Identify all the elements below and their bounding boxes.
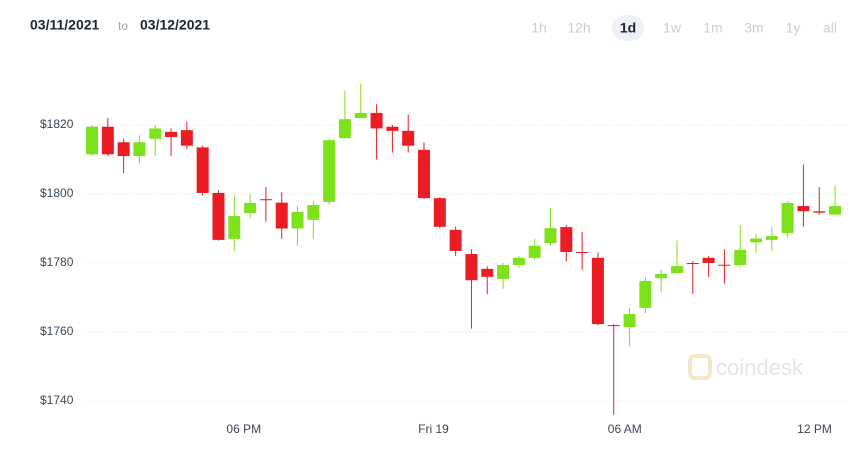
range-button[interactable]: all (823, 20, 837, 36)
candle-body (560, 227, 573, 252)
candle-body (275, 202, 288, 229)
candle-body (718, 264, 731, 266)
range-button[interactable]: 1m (703, 20, 722, 36)
range-button[interactable]: 1h (531, 20, 547, 36)
range-button[interactable]: 12h (567, 20, 590, 36)
candle-body (465, 254, 478, 281)
candle-body (244, 202, 257, 213)
range-selected-bg (612, 15, 644, 41)
grid: $1740 $1760 $1780 $1800 $1820 (40, 117, 850, 407)
y-tick-label: $1740 (40, 393, 74, 407)
candle-body (702, 257, 715, 263)
candle-body (670, 266, 683, 274)
candle-body (323, 140, 336, 202)
candle-body (528, 245, 541, 258)
watermark-text: coindesk (716, 355, 804, 380)
candle-body (497, 265, 510, 279)
x-tick-label: 12 PM (797, 422, 832, 436)
range-button[interactable]: 1w (663, 20, 682, 36)
candle-body (180, 130, 193, 146)
candle-body (418, 149, 431, 199)
x-tick-label: 06 PM (226, 422, 261, 436)
candle-body (449, 229, 462, 251)
watermark: coindesk (688, 354, 804, 380)
candle-body (829, 206, 842, 215)
candle-body (307, 205, 320, 220)
candle-body (354, 112, 367, 119)
candle-body (228, 216, 241, 239)
candle-body (607, 325, 620, 327)
date-to: 03/12/2021 (140, 17, 210, 33)
candle-body (591, 257, 604, 325)
y-tick-label: $1820 (40, 117, 74, 131)
candle-body (781, 202, 794, 233)
candle-body (544, 228, 557, 243)
candle-body (686, 263, 699, 265)
date-from: 03/11/2021 (30, 17, 100, 33)
range-button[interactable]: 1y (786, 20, 801, 36)
candle-body (512, 257, 525, 266)
candle-body (765, 236, 778, 240)
candle-body (165, 131, 178, 138)
range-button[interactable]: 1d (620, 20, 636, 36)
candle-body (797, 206, 810, 212)
y-tick-label: $1800 (40, 186, 74, 200)
candle-body (481, 268, 494, 277)
candle-body (576, 251, 589, 253)
candle-body (639, 280, 652, 308)
candle-body (655, 274, 668, 279)
candle-body (86, 126, 98, 155)
candle-body (370, 112, 383, 129)
candle-body (433, 198, 446, 227)
candles (86, 83, 842, 415)
x-axis: 06 PM Fri 19 06 AM 12 PM (226, 422, 832, 436)
y-tick-label: $1780 (40, 255, 74, 269)
candle-body (259, 199, 272, 201)
candle-body (291, 211, 304, 229)
watermark-logo (688, 354, 712, 380)
date-separator: to (118, 19, 128, 33)
candle-body (117, 142, 130, 157)
range-selector: 1h 12h 1d 1w 1m 3m 1y all (531, 15, 837, 41)
candle-body (813, 211, 826, 213)
y-tick-label: $1760 (40, 324, 74, 338)
range-button[interactable]: 3m (744, 20, 763, 36)
candle-body (386, 126, 399, 131)
candle-body (101, 126, 114, 155)
x-tick-label: 06 AM (608, 422, 642, 436)
candle-body (623, 314, 636, 328)
candle-body (734, 249, 747, 266)
candle-body (196, 147, 209, 193)
candle-body (149, 128, 162, 139)
candle-body (212, 192, 225, 240)
x-tick-label: Fri 19 (418, 422, 449, 436)
candle-body (338, 119, 351, 139)
candle-body (133, 142, 146, 157)
candle-body (750, 238, 763, 243)
candle-body (402, 130, 415, 146)
